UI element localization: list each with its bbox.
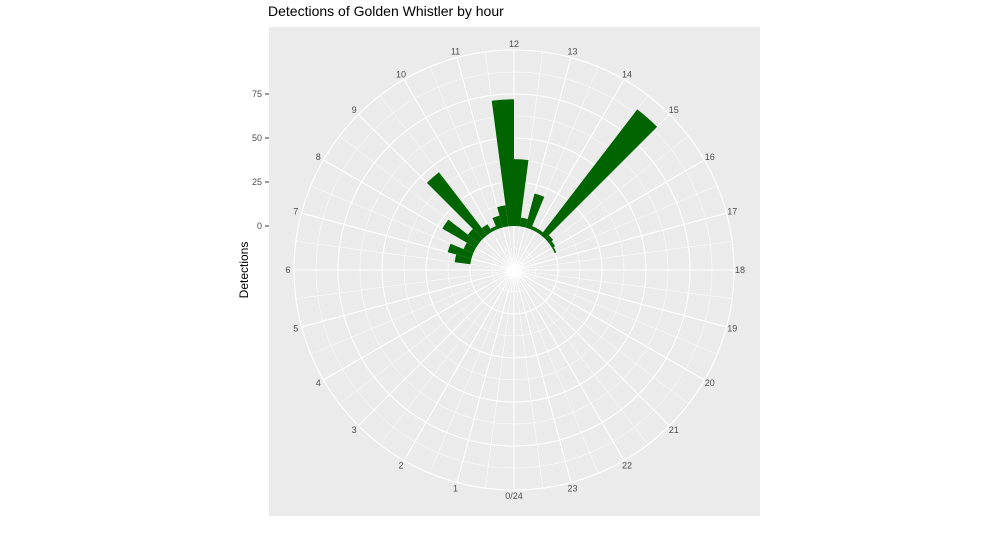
grid-spoke bbox=[513, 241, 733, 271]
grid-spoke bbox=[513, 269, 705, 381]
bar bbox=[552, 247, 557, 254]
grid-spoke bbox=[456, 57, 515, 271]
grid-spoke bbox=[513, 269, 625, 461]
bar bbox=[497, 205, 509, 228]
grid-spoke bbox=[513, 269, 718, 355]
grid-spoke bbox=[485, 269, 515, 489]
hour-label: 9 bbox=[352, 105, 357, 115]
grid-spoke bbox=[403, 269, 515, 461]
grid-spoke bbox=[403, 79, 515, 271]
grid-spoke bbox=[513, 51, 543, 271]
y-tick-label: 25 bbox=[252, 177, 262, 187]
bar bbox=[548, 241, 556, 248]
y-tick-label: 75 bbox=[252, 89, 262, 99]
hour-label: 11 bbox=[451, 47, 460, 57]
grid-spoke bbox=[456, 269, 515, 483]
hour-label: 18 bbox=[735, 265, 745, 275]
hour-label: 19 bbox=[727, 323, 737, 333]
hour-label: 20 bbox=[705, 378, 715, 388]
grid-spoke bbox=[301, 212, 515, 271]
hour-label: 8 bbox=[316, 152, 321, 162]
grid-spoke bbox=[513, 135, 689, 271]
grid-spoke bbox=[513, 57, 572, 271]
grid-spoke bbox=[429, 66, 515, 271]
bars bbox=[426, 99, 658, 265]
grid-spoke bbox=[513, 269, 649, 445]
grid-spoke bbox=[339, 135, 515, 271]
bar bbox=[481, 224, 492, 236]
grid-spoke bbox=[513, 269, 543, 489]
bar bbox=[540, 109, 658, 239]
grid-spoke bbox=[513, 269, 670, 426]
hour-label: 21 bbox=[669, 425, 679, 435]
bar bbox=[492, 215, 503, 230]
grid-spoke bbox=[429, 269, 515, 474]
grid-spoke bbox=[513, 159, 705, 271]
grid-spoke bbox=[485, 51, 515, 271]
grid-spoke bbox=[295, 241, 515, 271]
grid-spoke bbox=[513, 269, 599, 474]
y-tick-label: 50 bbox=[252, 133, 262, 143]
grid-spoke bbox=[323, 269, 515, 381]
bar bbox=[545, 235, 554, 244]
bar bbox=[514, 159, 529, 227]
grid-spoke bbox=[358, 269, 515, 426]
hour-label: 7 bbox=[293, 207, 298, 217]
hour-labels: 0/24123456789101112131415161718192021222… bbox=[285, 39, 745, 501]
bar bbox=[519, 217, 528, 228]
grid-spoke bbox=[301, 269, 515, 328]
hour-label: 4 bbox=[316, 378, 321, 388]
y-axis-ticks: 0 25 50 75 bbox=[252, 89, 269, 231]
chart-title: Detections of Golden Whistler by hour bbox=[268, 3, 504, 19]
hour-label: 16 bbox=[705, 152, 715, 162]
y-tick-label: 0 bbox=[257, 221, 262, 231]
grid-spoke bbox=[513, 185, 718, 271]
grid-spoke bbox=[513, 269, 689, 405]
hour-label: 12 bbox=[509, 39, 519, 49]
grid-spoke bbox=[339, 269, 515, 405]
bar bbox=[536, 228, 543, 236]
bar bbox=[463, 242, 476, 254]
bar bbox=[442, 219, 480, 248]
hour-label: 3 bbox=[352, 425, 357, 435]
bar bbox=[491, 99, 514, 227]
hour-label: 23 bbox=[567, 483, 577, 493]
grid-spoke bbox=[513, 212, 727, 271]
hour-label: 17 bbox=[727, 207, 737, 217]
bar bbox=[447, 243, 474, 259]
hour-label: 5 bbox=[293, 323, 298, 333]
grid-spoke bbox=[379, 95, 515, 271]
grid-spoke bbox=[323, 159, 515, 271]
grid-spoke bbox=[310, 185, 515, 271]
hour-label: 14 bbox=[622, 69, 632, 79]
polar-grid bbox=[293, 49, 735, 491]
bar bbox=[426, 172, 488, 239]
hour-label: 2 bbox=[398, 461, 403, 471]
hour-label: 13 bbox=[567, 47, 577, 57]
bar bbox=[454, 254, 472, 265]
bar bbox=[490, 226, 498, 232]
grid-spoke bbox=[513, 269, 733, 299]
grid-spoke bbox=[513, 269, 572, 483]
hour-label: 6 bbox=[285, 265, 290, 275]
hour-label: 22 bbox=[622, 461, 632, 471]
grid-spoke bbox=[513, 95, 649, 271]
bar bbox=[525, 193, 545, 230]
hour-label: 0/24 bbox=[505, 491, 523, 501]
grid-spoke bbox=[513, 66, 599, 271]
hour-label: 15 bbox=[669, 105, 679, 115]
bar bbox=[467, 228, 483, 244]
bar bbox=[530, 226, 538, 232]
grid-spoke bbox=[513, 269, 727, 328]
hour-label: 1 bbox=[453, 483, 458, 493]
grid-spoke bbox=[513, 79, 625, 271]
grid-spoke bbox=[295, 269, 515, 299]
hour-label: 10 bbox=[396, 69, 406, 79]
grid-spoke bbox=[379, 269, 515, 445]
grid-spoke bbox=[310, 269, 515, 355]
